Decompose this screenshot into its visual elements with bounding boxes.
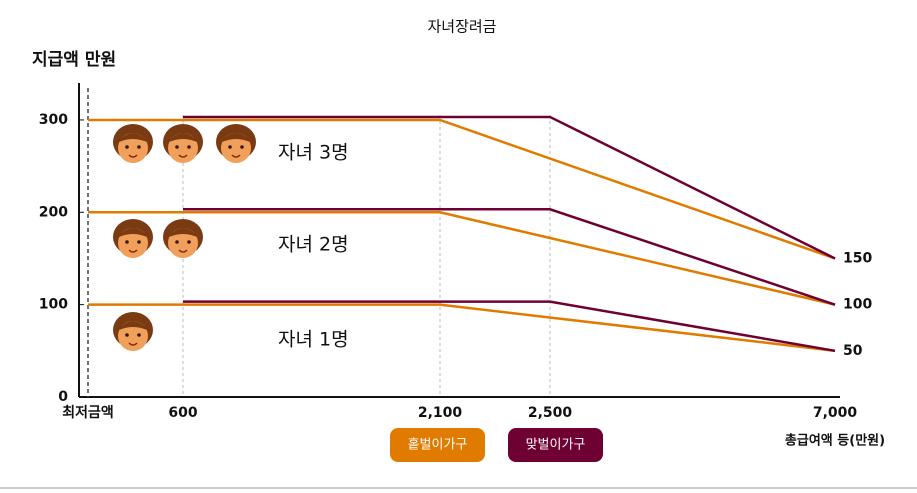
line [88, 211, 836, 306]
end-value-label: 100 [843, 297, 872, 313]
x-axis-title: 총급여액 등(만원) [785, 433, 885, 449]
eye [175, 145, 179, 149]
mouth [128, 154, 138, 158]
group-label: 자녀 1명 [278, 329, 349, 351]
y-tick-label: 300 [39, 112, 68, 128]
eye [175, 240, 179, 244]
line [88, 118, 836, 260]
mouth [128, 342, 138, 346]
bangs [220, 133, 252, 143]
mouth [178, 249, 188, 253]
eye [137, 145, 141, 149]
child-icon [216, 124, 256, 163]
bangs [167, 228, 199, 238]
x-tick-label: 2,100 [418, 405, 463, 421]
x-tick-label: 7,000 [813, 405, 858, 421]
eye [125, 333, 129, 337]
eye [137, 333, 141, 337]
face [168, 133, 198, 163]
child-icon [113, 312, 153, 351]
end-value-label: 150 [843, 250, 872, 266]
face [118, 228, 148, 258]
y-tick-label: 100 [39, 297, 68, 313]
face [118, 321, 148, 351]
legend-label: 맞벌이가구 [526, 438, 586, 453]
child-icon [163, 219, 203, 258]
legend-label: 홑벌이가구 [408, 438, 468, 453]
eye [125, 240, 129, 244]
bangs [167, 133, 199, 143]
bangs [117, 228, 149, 238]
legend-item [508, 428, 603, 462]
eye [187, 145, 191, 149]
face [118, 133, 148, 163]
line [88, 303, 836, 353]
eye [228, 145, 232, 149]
eye [187, 240, 191, 244]
mouth [231, 154, 241, 158]
face [168, 228, 198, 258]
face [221, 133, 251, 163]
legend-item [390, 428, 485, 462]
group-label: 자녀 3명 [278, 142, 349, 164]
child-icon [113, 219, 153, 258]
y-tick-label: 0 [58, 389, 68, 405]
eye [137, 240, 141, 244]
x-tick-label: 600 [168, 405, 197, 421]
end-value-label: 50 [843, 343, 863, 359]
eye [125, 145, 129, 149]
mouth [178, 154, 188, 158]
group-label: 자녀 2명 [278, 234, 349, 256]
y-tick-label: 200 [39, 204, 68, 220]
mouth [128, 249, 138, 253]
bangs [117, 133, 149, 143]
eye [240, 145, 244, 149]
line [183, 115, 836, 260]
child-icon [113, 124, 153, 163]
line [183, 300, 836, 353]
y-axis-title: 지급액 만원 [32, 50, 116, 70]
child-icon [163, 124, 203, 163]
chart-title: 자녀장려금 [427, 18, 496, 36]
bangs [117, 321, 149, 331]
line [183, 208, 836, 306]
x-tick-label: 최저금액 [62, 404, 114, 421]
x-tick-label: 2,500 [528, 405, 573, 421]
